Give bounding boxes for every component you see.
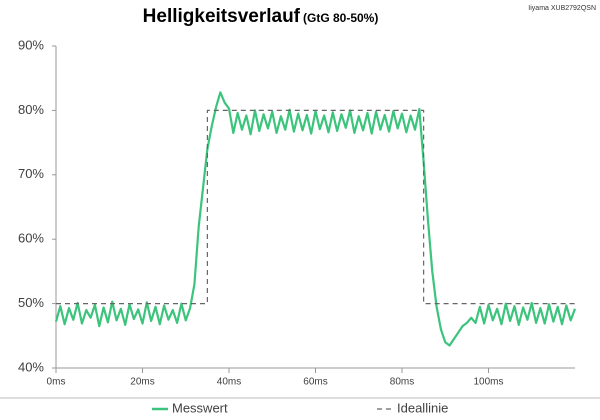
y-tick-label: 90% bbox=[18, 37, 44, 52]
x-tick-label: 20ms bbox=[130, 377, 154, 388]
y-tick-label: 80% bbox=[18, 102, 44, 117]
x-tick-label: 100ms bbox=[473, 377, 503, 388]
y-tick-label: 50% bbox=[18, 295, 44, 310]
x-tick-label: 60ms bbox=[303, 377, 327, 388]
chart-subtitle: (GtG 80-50%) bbox=[303, 11, 378, 25]
series-line bbox=[56, 109, 575, 305]
annotation: Iiyama XUB2792QSN bbox=[528, 5, 596, 12]
legend-label: Ideallinie bbox=[397, 400, 448, 415]
x-tick-label: 80ms bbox=[390, 377, 414, 388]
y-tick-label: 70% bbox=[18, 166, 44, 181]
chart-title: Helligkeitsverlauf bbox=[143, 6, 301, 27]
y-tick-label: 40% bbox=[18, 359, 44, 374]
x-tick-label: 40ms bbox=[217, 377, 241, 388]
y-tick-label: 60% bbox=[18, 231, 44, 246]
legend-label: Messwert bbox=[172, 400, 228, 415]
series-line bbox=[54, 91, 577, 347]
x-tick-label: 0ms bbox=[47, 377, 66, 388]
